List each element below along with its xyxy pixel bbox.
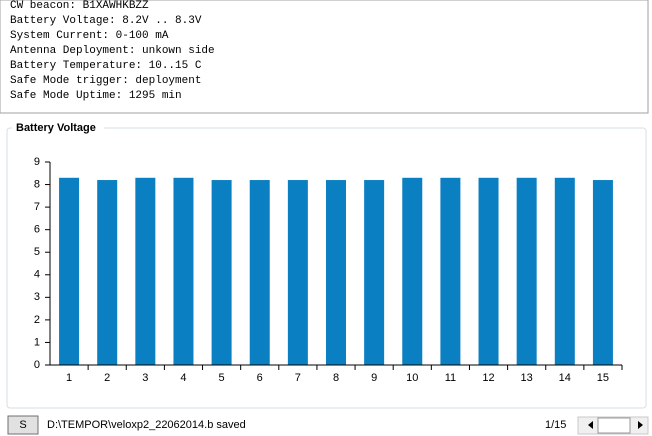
text-line: Battery Temperature: 10..15 C [10, 60, 202, 72]
bar [287, 180, 308, 365]
y-tick-label: 3 [34, 291, 40, 303]
x-tick-label: 4 [180, 372, 186, 384]
y-tick-label: 2 [34, 314, 40, 326]
y-tick-label: 5 [34, 246, 40, 258]
x-tick-label: 10 [406, 372, 418, 384]
bar [554, 177, 575, 365]
bar [478, 177, 499, 365]
status-message: D:\TEMPOR\veloxp2_22062014.b saved [47, 419, 246, 431]
scrollbar[interactable] [577, 416, 649, 435]
bar [59, 177, 80, 365]
bar [440, 177, 461, 365]
bar [592, 180, 613, 365]
y-tick-label: 0 [34, 359, 40, 371]
bar [249, 180, 270, 365]
scroll-thumb[interactable] [597, 417, 631, 434]
text-line: Battery Voltage: 8.2V .. 8.3V [10, 15, 202, 27]
x-tick-label: 14 [559, 372, 571, 384]
text-line: Safe Mode trigger: deployment [10, 75, 201, 87]
page-indicator: 1/15 [545, 419, 566, 431]
text-box [0, 0, 649, 114]
x-tick-label: 1 [66, 372, 72, 384]
x-tick-label: 2 [104, 372, 110, 384]
text-line: System Current: 0-100 mA [10, 30, 169, 42]
y-tick-label: 1 [34, 336, 40, 348]
bar [173, 177, 194, 365]
button[interactable] [7, 415, 39, 435]
x-tick-label: 13 [521, 372, 533, 384]
x-tick-label: 7 [295, 372, 301, 384]
bar [135, 177, 156, 365]
bar [402, 177, 423, 365]
button-label[interactable]: S [19, 419, 26, 431]
y-tick-label: 9 [34, 156, 40, 168]
group-title-bg [12, 121, 104, 135]
x-tick-label: 5 [219, 372, 225, 384]
x-tick-label: 15 [597, 372, 609, 384]
x-tick-label: 3 [142, 372, 148, 384]
bar [516, 177, 537, 365]
x-tick-label: 11 [445, 372, 456, 384]
x-tick-label: 6 [257, 372, 263, 384]
bar [364, 180, 385, 365]
bar [211, 180, 232, 365]
y-tick-label: 7 [34, 201, 40, 213]
chart-title: Battery Voltage [16, 122, 96, 134]
text-line: Antenna Deployment: unkown side [10, 45, 215, 57]
scroll-right[interactable] [638, 421, 643, 429]
x-tick-label: 8 [333, 372, 339, 384]
bar [97, 180, 118, 365]
bar [326, 180, 346, 365]
text-line: Safe Mode Uptime: 1295 min [10, 90, 182, 102]
text-line: CW beacon: B1XAWHKBZZ [10, 0, 149, 12]
x-tick-label: 9 [371, 372, 377, 384]
scroll-left[interactable] [588, 421, 593, 429]
y-tick-label: 6 [34, 224, 40, 236]
x-tick-label: 12 [482, 372, 494, 384]
y-tick-label: 8 [34, 178, 40, 190]
y-tick-label: 4 [34, 269, 40, 281]
